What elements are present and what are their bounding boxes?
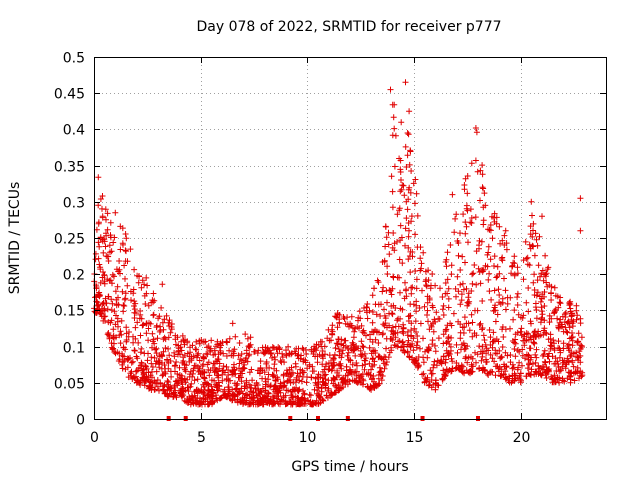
y-axis: 0 0.05 0.1 0.15 0.2 0.25 0.3 0.35 0.4 0.45 0.5	[54, 51, 606, 429]
data-points	[91, 79, 586, 408]
x-tick-label: 10	[299, 430, 317, 446]
x-tick-label: 15	[406, 430, 424, 446]
chart-title: Day 078 of 2022, SRMTID for receiver p77…	[196, 19, 501, 35]
y-tick-label: 0.35	[54, 160, 85, 176]
gap-markers	[166, 416, 480, 421]
y-tick-label: 0.05	[54, 377, 85, 393]
y-tick-label: 0.5	[63, 51, 85, 67]
x-axis-label: GPS time / hours	[291, 459, 408, 475]
scatter-markers	[91, 79, 586, 408]
y-tick-label: 0.25	[54, 232, 85, 248]
gap-marker	[420, 416, 425, 421]
gap-marker	[476, 416, 480, 421]
y-tick-label: 0.2	[63, 268, 85, 284]
gap-marker	[183, 416, 188, 421]
gap-marker	[316, 416, 320, 421]
x-tick-label: 0	[90, 430, 99, 446]
x-axis: 0 5 10 15 20	[90, 57, 530, 446]
gap-marker	[166, 416, 171, 421]
y-tick-label: 0.45	[54, 87, 85, 103]
y-tick-label: 0.1	[63, 341, 85, 357]
x-tick-label: 5	[197, 430, 206, 446]
y-tick-label: 0.15	[54, 304, 85, 320]
gap-marker	[345, 416, 350, 421]
y-axis-label: SRMTID / TECUs	[7, 182, 23, 295]
y-tick-label: 0	[76, 413, 85, 429]
gap-marker	[288, 416, 293, 421]
y-tick-label: 0.3	[63, 196, 85, 212]
x-tick-label: 20	[513, 430, 531, 446]
y-tick-label: 0.4	[63, 123, 85, 139]
grid	[94, 57, 606, 419]
